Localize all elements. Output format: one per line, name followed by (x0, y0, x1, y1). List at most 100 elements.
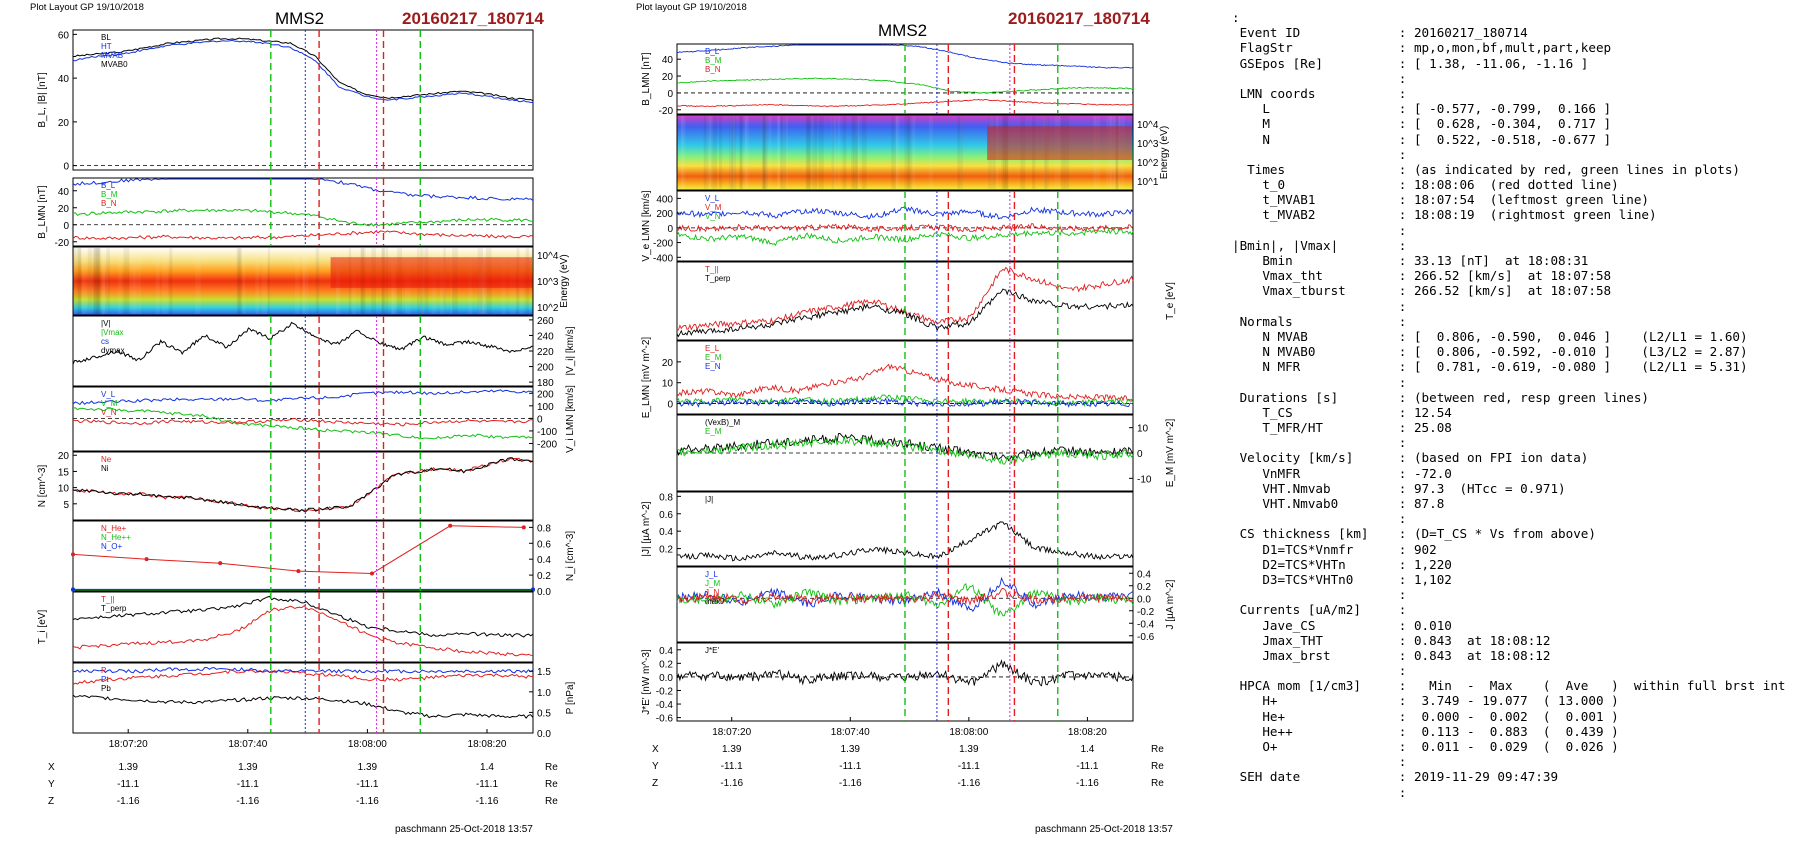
y-axis-label: J*E' [nW m^-3] (641, 649, 652, 715)
spectrogram-texture (236, 248, 242, 314)
legend-entry: B_L (705, 47, 720, 56)
ytick-label: 100 (537, 402, 554, 413)
spectrogram-texture (703, 116, 709, 189)
legend-entry: E_M (705, 427, 722, 436)
spectrogram-texture (904, 116, 910, 189)
position-unit: Re (545, 762, 558, 773)
ytick-label: 10^4 (1137, 120, 1159, 131)
ytick-label: 1.0 (537, 688, 551, 699)
legend-entry: BL (101, 33, 111, 42)
ytick-label: 10 (662, 379, 674, 390)
ytick-label: 0.8 (537, 523, 551, 534)
chart-panel-17: 0.4 0.2 0.0 -0.2 -0.4 -0.6 J*E' [nW m^-3] J*E' (641, 642, 1134, 725)
spectrogram-texture (169, 248, 173, 314)
legend-entry: E_N (705, 362, 721, 371)
position-value: 1.39 (722, 744, 742, 755)
summary-line: Jmax_THT : 0.843 at 18:08:12 (1232, 632, 1551, 648)
spectrogram-texture (78, 248, 82, 314)
summary-line: : (1232, 435, 1407, 451)
data-point (521, 525, 526, 530)
position-value: -11.1 (1076, 761, 1098, 772)
spectrogram-texture (162, 248, 168, 314)
summary-line: t_MVAB1 : 18:07:54 (leftmost green line) (1232, 192, 1650, 208)
position-value: -1.16 (720, 778, 743, 789)
panel-frame (72, 315, 534, 387)
chart-panel-7: T_i [eV] T_||T_perp (37, 591, 534, 663)
ytick-label: 0.4 (537, 555, 551, 566)
spectrogram-texture (295, 248, 300, 314)
y-axis-label: V_i LMN [km/s] (565, 385, 576, 453)
xtick-label: 18:07:40 (228, 739, 267, 750)
summary-line: Event ID : 20160217_180714 (1232, 25, 1528, 41)
ytick-label: 5 (63, 500, 69, 511)
ytick-label: 40 (58, 74, 70, 85)
figure-header: Plot layout GP 19/10/2018 (636, 2, 747, 13)
spectrogram-texture (744, 116, 750, 189)
ytick-label: 0.0 (1137, 594, 1151, 605)
series-line-P (72, 669, 534, 686)
ytick-label: -200 (653, 239, 673, 250)
summary-line: : (1232, 511, 1407, 527)
summary-line: FlagStr : mp,o,mon,bf,mult,part,keep (1232, 40, 1612, 56)
legend-entry: V_N (101, 408, 117, 417)
legend-entry: Ni (101, 464, 109, 473)
series-line-Pt (72, 666, 534, 674)
data-point (296, 569, 301, 574)
spectrogram-texture (818, 116, 824, 189)
spectrogram-texture (762, 116, 767, 189)
data-point (448, 523, 453, 528)
spectrogram-texture (101, 248, 105, 314)
xtick-label: 18:07:20 (109, 739, 148, 750)
series-line-Ni (72, 457, 534, 512)
ytick-label: 220 (537, 347, 554, 358)
ytick-label: 10^2 (537, 303, 559, 314)
spectrogram-texture (719, 116, 723, 189)
ytick-label: -0.2 (1137, 607, 1155, 618)
summary-line: D2=TCS*VHTn : 1,220 (1232, 556, 1452, 572)
spectrogram-texture (106, 248, 110, 314)
position-value: 1.4 (480, 762, 494, 773)
spectrogram-texture (855, 116, 858, 189)
summary-line: : (1232, 70, 1407, 86)
panel-frame (72, 520, 534, 592)
legend-entry: |J| (705, 495, 713, 504)
position-value: 1.4 (1080, 744, 1094, 755)
ytick-label: -20 (659, 106, 674, 117)
ytick-label: 0 (667, 224, 673, 235)
position-value: -1.16 (117, 796, 140, 807)
legend-entry: E_M (705, 353, 722, 362)
position-value: -1.16 (356, 796, 379, 807)
spectrogram-texture (895, 116, 899, 189)
summary-line: Bmin : 33.13 [nT] at 18:08:31 (1232, 253, 1589, 268)
legend-entry: B_M (101, 190, 118, 199)
legend-entry: |Vmax (101, 328, 124, 337)
spectrogram-texture (117, 248, 122, 314)
spectrogram-texture (302, 248, 305, 314)
spectrogram-texture (837, 116, 841, 189)
ytick-label: 15 (58, 467, 70, 478)
ytick-label: 0.2 (1137, 582, 1151, 593)
spectrogram-enhancement (987, 126, 1132, 160)
ytick-label: 10 (58, 484, 70, 495)
ytick-label: 0.0 (537, 729, 551, 740)
series-line-E_M (676, 436, 1134, 465)
legend-entry: Pt (101, 675, 109, 684)
legend-entry: N_He+ (101, 524, 126, 533)
summary-line: : (1232, 754, 1407, 770)
position-value: -11.1 (476, 779, 498, 790)
spectrogram-texture (195, 248, 201, 314)
ytick-label: 10^2 (1137, 158, 1159, 169)
legend-entry: V_N (705, 212, 721, 221)
spectrogram-texture (768, 116, 772, 189)
summary-line: : (1232, 298, 1407, 314)
position-value: 1.39 (118, 762, 138, 773)
ytick-label: 0.2 (659, 545, 673, 556)
figure-header: Plot Layout GP 19/10/2018 (30, 2, 144, 13)
summary-line: Vmax_tburst : 266.52 [km/s] at 18:07:58 (1232, 283, 1612, 299)
